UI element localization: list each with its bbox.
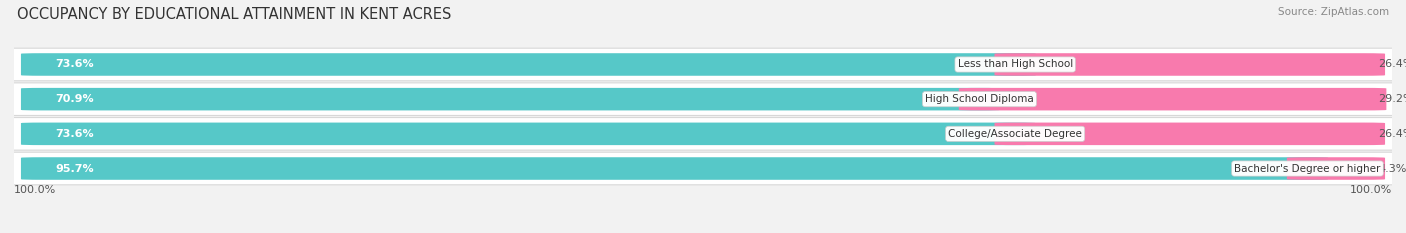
FancyBboxPatch shape — [994, 53, 1385, 76]
Text: 29.2%: 29.2% — [1378, 94, 1406, 104]
FancyBboxPatch shape — [994, 123, 1385, 145]
FancyBboxPatch shape — [959, 88, 1386, 110]
FancyBboxPatch shape — [21, 88, 1000, 110]
Text: 70.9%: 70.9% — [55, 94, 94, 104]
FancyBboxPatch shape — [1286, 157, 1385, 180]
Text: 4.3%: 4.3% — [1378, 164, 1406, 174]
FancyBboxPatch shape — [21, 123, 1036, 145]
FancyBboxPatch shape — [0, 152, 1406, 185]
Text: 26.4%: 26.4% — [1378, 59, 1406, 69]
Text: Less than High School: Less than High School — [957, 59, 1073, 69]
FancyBboxPatch shape — [0, 83, 1406, 116]
FancyBboxPatch shape — [0, 117, 1406, 150]
Text: High School Diploma: High School Diploma — [925, 94, 1033, 104]
FancyBboxPatch shape — [21, 157, 1329, 180]
FancyBboxPatch shape — [0, 48, 1406, 81]
Text: 26.4%: 26.4% — [1378, 129, 1406, 139]
Text: Bachelor's Degree or higher: Bachelor's Degree or higher — [1234, 164, 1381, 174]
Text: 100.0%: 100.0% — [1350, 185, 1392, 195]
Text: 73.6%: 73.6% — [55, 59, 94, 69]
FancyBboxPatch shape — [21, 53, 1036, 76]
Text: Source: ZipAtlas.com: Source: ZipAtlas.com — [1278, 7, 1389, 17]
Text: 73.6%: 73.6% — [55, 129, 94, 139]
Text: 100.0%: 100.0% — [14, 185, 56, 195]
Text: College/Associate Degree: College/Associate Degree — [948, 129, 1083, 139]
Text: OCCUPANCY BY EDUCATIONAL ATTAINMENT IN KENT ACRES: OCCUPANCY BY EDUCATIONAL ATTAINMENT IN K… — [17, 7, 451, 22]
Text: 95.7%: 95.7% — [55, 164, 94, 174]
